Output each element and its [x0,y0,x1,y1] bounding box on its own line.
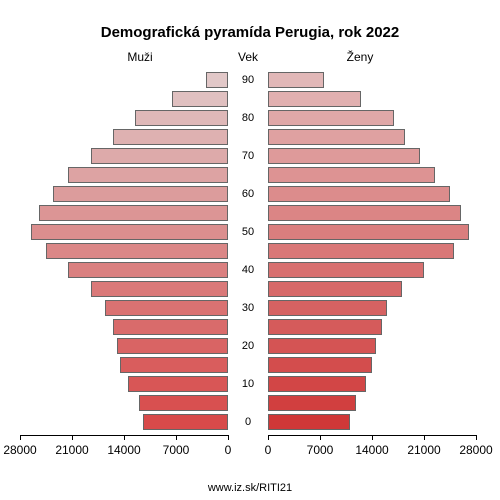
female-bar [268,376,366,392]
female-bar [268,414,350,430]
subtitle-female: Ženy [330,50,390,64]
male-bar [91,148,228,164]
male-bar [135,110,228,126]
male-bar [113,129,228,145]
female-bar [268,243,454,259]
chart-title: Demografická pyramída Perugia, rok 2022 [0,24,500,41]
y-tick-label: 30 [228,303,268,314]
y-tick-label: 70 [228,151,268,162]
male-bar [143,414,228,430]
y-tick-label: 40 [228,265,268,276]
y-tick-label: 20 [228,341,268,352]
male-bar [128,376,228,392]
female-bar [268,129,405,145]
male-bar [172,91,228,107]
y-tick-label: 10 [228,379,268,390]
female-bar [268,186,450,202]
footer-source: www.iz.sk/RITI21 [0,482,500,494]
female-bar [268,148,420,164]
x-tick-label-left: 0 [225,443,232,457]
male-bar [139,395,228,411]
x-tick-label-right: 28000 [459,443,492,457]
male-bar [68,167,228,183]
female-bar [268,300,387,316]
male-bar [113,319,228,335]
female-bar [268,319,382,335]
y-tick-label: 90 [228,75,268,86]
male-bar [68,262,228,278]
subtitle-age: Vek [228,50,268,64]
y-tick-label: 50 [228,227,268,238]
y-tick-label: 0 [228,417,268,428]
male-bar [46,243,228,259]
male-bar [39,205,228,221]
female-bar [268,110,394,126]
male-bar [31,224,228,240]
male-bar [120,357,228,373]
female-bar [268,262,424,278]
female-bar [268,167,435,183]
x-tick-label-left: 7000 [163,443,190,457]
male-bar [105,300,228,316]
female-bar [268,205,461,221]
x-tick-label-right: 14000 [355,443,388,457]
subtitle-male: Muži [110,50,170,64]
female-bar [268,338,376,354]
y-tick-label: 60 [228,189,268,200]
pyramid-chart: 0 10 20 30 40 50 60 70 80 90 0 7000 14000 21000 28000 0… [0,70,500,480]
y-tick-label: 80 [228,113,268,124]
x-tick-label-left: 21000 [55,443,88,457]
x-tick-label-left: 28000 [3,443,36,457]
male-bar [206,72,228,88]
female-bar [268,395,356,411]
x-tick-label-right: 21000 [407,443,440,457]
female-bar [268,357,372,373]
male-bar [91,281,228,297]
female-bar [268,224,469,240]
female-bar [268,281,402,297]
female-bar [268,91,361,107]
female-bar [268,72,324,88]
x-tick-label-right: 7000 [307,443,334,457]
x-tick-label-right: 0 [265,443,272,457]
male-bar [53,186,228,202]
male-bar [117,338,228,354]
x-tick-label-left: 14000 [107,443,140,457]
